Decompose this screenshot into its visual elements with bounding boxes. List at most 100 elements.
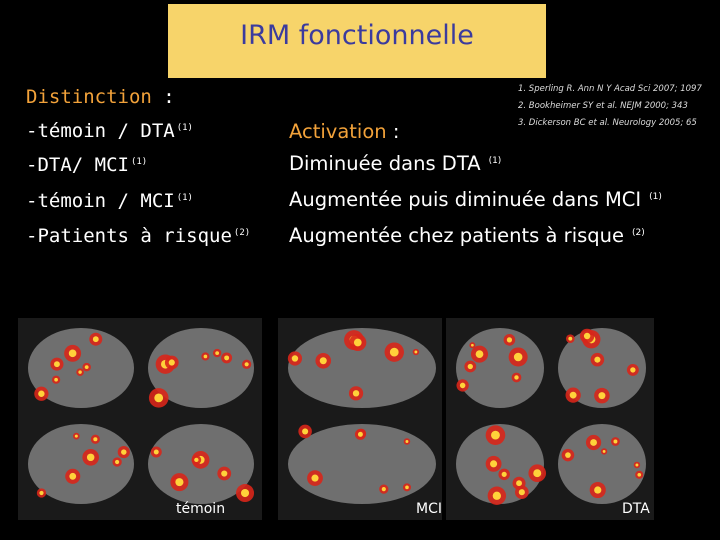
activation xyxy=(215,351,220,355)
brain xyxy=(28,424,134,504)
activation xyxy=(54,377,58,382)
colon: : xyxy=(163,86,175,108)
activation xyxy=(244,362,249,367)
activation xyxy=(302,428,309,435)
colon: : xyxy=(392,120,400,143)
activation xyxy=(492,491,501,500)
activation xyxy=(353,338,362,347)
activation xyxy=(175,478,184,487)
activation xyxy=(516,480,522,487)
reference: 1. Sperling R. Ann N Y Acad Sci 2007; 10… xyxy=(518,84,702,94)
activation xyxy=(381,487,386,492)
activation xyxy=(630,367,636,373)
activation xyxy=(467,363,473,370)
left-heading: Distinction : xyxy=(26,86,175,108)
item-text: Diminuée dans DTA xyxy=(289,152,481,175)
activation xyxy=(506,337,513,343)
activation xyxy=(491,430,500,440)
activation xyxy=(38,390,45,397)
list-item: -DTA/ MCI (1) xyxy=(26,154,147,176)
item-ref: (2) xyxy=(632,228,645,238)
activation xyxy=(352,390,360,397)
item-text: Augmentée puis diminuée dans MCI xyxy=(289,188,642,211)
activation xyxy=(69,472,77,480)
activation xyxy=(501,471,507,477)
activation xyxy=(569,391,577,399)
activation xyxy=(311,474,319,482)
activation xyxy=(224,355,230,361)
reference: 3. Dickerson BC et al. Neurology 2005; 6… xyxy=(518,118,697,128)
activation xyxy=(471,343,474,347)
activation xyxy=(405,440,409,443)
activation xyxy=(93,437,98,442)
activation xyxy=(153,449,159,455)
activation xyxy=(68,349,77,358)
activation xyxy=(74,434,78,438)
activation xyxy=(291,355,299,362)
item-text: Augmentée chez patients à risque xyxy=(289,224,625,247)
activation xyxy=(168,359,175,366)
list-item: Augmentée chez patients à risque (2) xyxy=(289,224,645,247)
activation xyxy=(414,350,418,354)
activation xyxy=(115,459,120,465)
image-label: DTA xyxy=(622,501,650,517)
activation xyxy=(53,361,60,368)
activation xyxy=(78,370,82,374)
activation xyxy=(490,460,498,468)
activation xyxy=(583,332,591,340)
list-item: -Patients à risque (2) xyxy=(26,225,250,247)
brain xyxy=(28,328,134,408)
activation xyxy=(389,347,399,357)
item-ref: (1) xyxy=(488,156,502,166)
reference: 2. Bookheimer SY et al. NEJM 2000; 343 xyxy=(518,101,688,111)
activation xyxy=(203,354,208,359)
activation xyxy=(92,336,99,343)
title: IRM fonctionnelle xyxy=(240,20,474,51)
activation xyxy=(533,469,542,478)
title-box xyxy=(168,4,546,78)
activation xyxy=(613,439,618,444)
item-text: -témoin / MCI xyxy=(26,190,175,212)
image-label: MCI xyxy=(416,501,442,517)
activation xyxy=(357,431,363,437)
brain xyxy=(558,328,646,408)
activation xyxy=(221,470,228,477)
heading: Activation xyxy=(289,120,387,143)
activation xyxy=(598,392,606,400)
item-ref: (2) xyxy=(233,228,251,238)
activation xyxy=(590,439,597,446)
list-item: -témoin / DTA (1) xyxy=(26,120,193,142)
item-text: -Patients à risque xyxy=(26,225,232,247)
brain xyxy=(148,328,254,408)
activation xyxy=(459,382,466,389)
brains xyxy=(28,328,646,505)
activation xyxy=(39,490,44,496)
activation xyxy=(319,357,327,365)
activation xyxy=(565,452,571,458)
activation xyxy=(635,463,639,467)
item-text: -DTA/ MCI xyxy=(26,154,129,176)
item-ref: (1) xyxy=(649,192,662,202)
list-item: Augmentée puis diminuée dans MCI (1) xyxy=(289,188,662,211)
activation xyxy=(405,485,409,490)
item-text: -témoin / DTA xyxy=(26,120,175,142)
activation xyxy=(568,336,573,341)
brain xyxy=(558,424,646,504)
activation xyxy=(594,356,601,363)
activation xyxy=(602,449,606,453)
activation xyxy=(513,352,523,362)
list-item: -témoin / MCI (1) xyxy=(26,190,193,212)
item-ref: (1) xyxy=(176,123,193,133)
activation xyxy=(475,350,484,358)
activation xyxy=(518,489,525,496)
item-ref: (1) xyxy=(130,157,148,167)
activation xyxy=(594,486,602,494)
activation xyxy=(194,457,199,463)
activation xyxy=(86,453,95,462)
activation xyxy=(637,472,642,477)
heading: Distinction xyxy=(26,86,152,108)
brain xyxy=(288,424,436,504)
activation xyxy=(154,393,164,403)
